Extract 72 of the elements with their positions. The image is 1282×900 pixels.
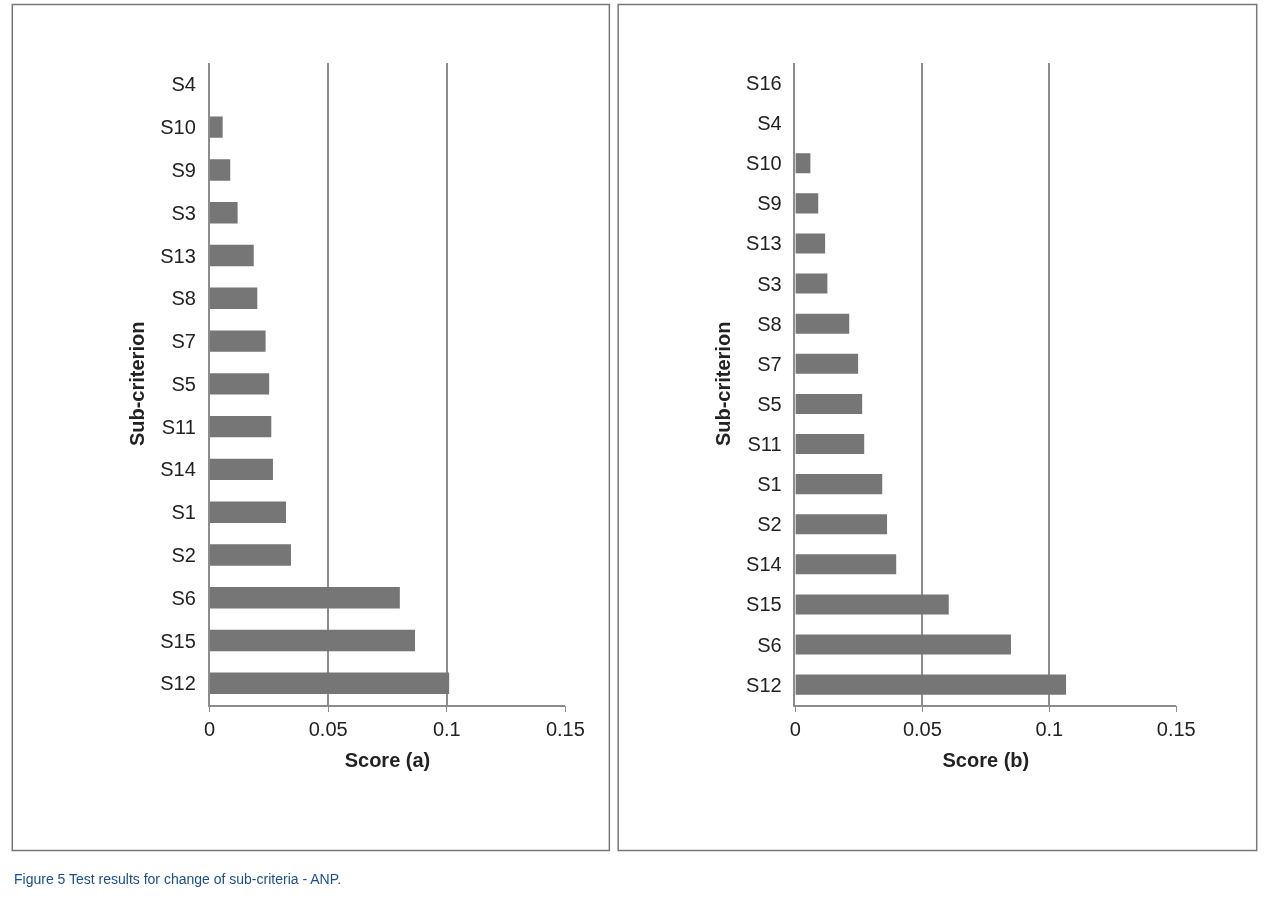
y-tick-label: S13 <box>746 232 782 255</box>
x-tick-label: 0.1 <box>432 718 461 741</box>
y-tick-label: S3 <box>757 272 782 295</box>
x-tick-label: 0.05 <box>902 718 942 741</box>
y-tick-label: S11 <box>747 433 782 456</box>
bar <box>795 193 819 214</box>
x-tick-label: 0 <box>204 718 216 741</box>
y-tick-label: S14 <box>746 553 782 576</box>
x-tick-label: 0.05 <box>308 718 348 741</box>
bar <box>209 202 238 224</box>
y-tick-label: S1 <box>171 501 196 524</box>
bar <box>795 674 1067 695</box>
x-tick-label: 0.15 <box>1156 718 1196 741</box>
y-tick-label: S8 <box>171 287 196 310</box>
bar <box>795 393 863 414</box>
y-tick-label: S9 <box>171 158 196 181</box>
bar <box>209 629 416 652</box>
y-tick-label: S5 <box>757 392 782 415</box>
bar <box>795 153 811 174</box>
y-axis-title: Sub-criterion <box>126 321 149 447</box>
x-axis-title: Score (b) <box>942 749 1030 772</box>
y-tick-label: S8 <box>757 312 782 335</box>
y-tick-label: S4 <box>757 112 782 135</box>
bar <box>209 116 223 138</box>
bar <box>795 313 850 334</box>
y-tick-label: S2 <box>757 513 782 536</box>
y-tick-label: S14 <box>160 458 196 481</box>
x-tick-label: 0 <box>789 718 801 741</box>
caption: Figure 5 Test results for change of sub-criteria - ANP. <box>14 871 342 887</box>
bar <box>209 373 270 395</box>
y-tick-label: S9 <box>757 192 782 215</box>
y-tick-label: S2 <box>171 543 196 566</box>
bar <box>209 287 258 309</box>
bar <box>209 159 231 181</box>
y-tick-label: S15 <box>160 629 196 652</box>
x-tick-label: 0.15 <box>545 718 585 741</box>
bar <box>209 587 400 609</box>
y-tick-label: S6 <box>757 633 782 656</box>
y-axis-title: Sub-criterion <box>712 321 735 447</box>
y-tick-label: S10 <box>746 152 782 175</box>
y-tick-label: S13 <box>160 244 196 267</box>
y-tick-label: S7 <box>171 330 196 353</box>
x-axis-title: Score (a) <box>344 749 431 772</box>
y-tick-label: S15 <box>746 593 782 616</box>
x-tick-label: 0.1 <box>1035 718 1064 741</box>
bar <box>209 244 254 267</box>
bar <box>795 514 888 535</box>
y-tick-label: S1 <box>757 473 782 496</box>
bar <box>795 634 1011 655</box>
y-tick-label: S3 <box>171 201 196 224</box>
bar <box>795 594 949 615</box>
bar <box>209 501 286 523</box>
y-tick-label: S6 <box>171 586 196 609</box>
bar <box>795 353 859 374</box>
bar <box>209 672 450 695</box>
bar <box>795 474 883 495</box>
y-tick-label: S7 <box>757 352 782 375</box>
y-tick-label: S16 <box>746 72 782 95</box>
bar <box>795 273 828 294</box>
y-tick-label: S12 <box>160 672 196 695</box>
bar <box>209 415 272 438</box>
bar <box>209 330 266 352</box>
y-tick-label: S4 <box>171 73 196 96</box>
y-tick-label: S10 <box>160 116 196 139</box>
bar <box>795 554 897 575</box>
y-tick-label: S5 <box>171 372 196 395</box>
y-tick-label: S12 <box>746 673 782 696</box>
bar <box>795 433 865 455</box>
bar <box>209 458 273 481</box>
bar <box>209 544 291 566</box>
y-tick-label: S11 <box>161 415 196 438</box>
bar <box>795 233 826 254</box>
